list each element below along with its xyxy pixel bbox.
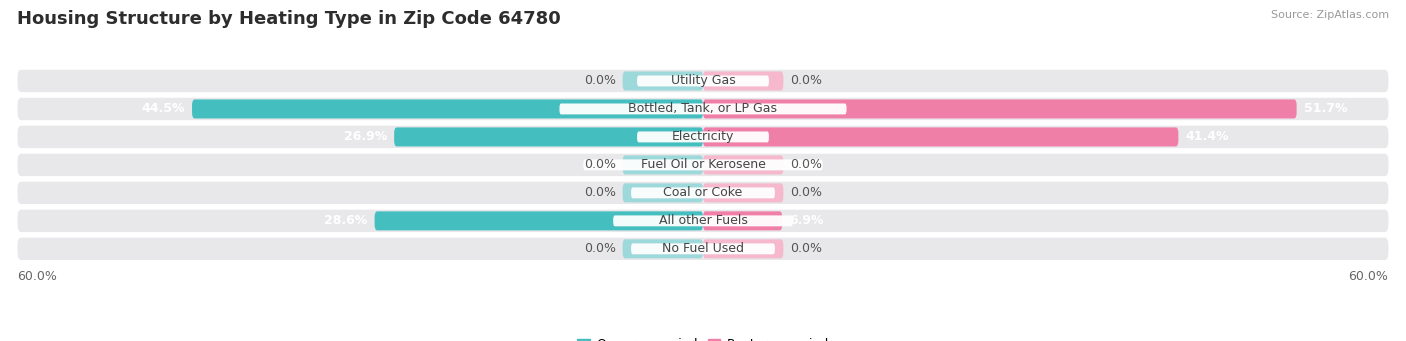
Text: 0.0%: 0.0% xyxy=(790,242,823,255)
Text: All other Fuels: All other Fuels xyxy=(658,214,748,227)
Text: 6.9%: 6.9% xyxy=(789,214,824,227)
FancyBboxPatch shape xyxy=(583,160,823,170)
FancyBboxPatch shape xyxy=(613,216,793,226)
Text: 0.0%: 0.0% xyxy=(583,159,616,172)
Text: 0.0%: 0.0% xyxy=(790,187,823,199)
FancyBboxPatch shape xyxy=(17,98,1389,120)
FancyBboxPatch shape xyxy=(623,239,703,258)
FancyBboxPatch shape xyxy=(703,155,783,174)
Legend: Owner-occupied, Renter-occupied: Owner-occupied, Renter-occupied xyxy=(572,333,834,341)
Text: Electricity: Electricity xyxy=(672,130,734,144)
Text: 0.0%: 0.0% xyxy=(583,242,616,255)
Text: 44.5%: 44.5% xyxy=(142,102,186,116)
FancyBboxPatch shape xyxy=(560,103,846,114)
Text: Coal or Coke: Coal or Coke xyxy=(664,187,742,199)
FancyBboxPatch shape xyxy=(17,154,1389,176)
FancyBboxPatch shape xyxy=(394,128,703,146)
Text: 60.0%: 60.0% xyxy=(17,270,58,283)
FancyBboxPatch shape xyxy=(623,183,703,203)
FancyBboxPatch shape xyxy=(703,72,783,90)
FancyBboxPatch shape xyxy=(193,100,703,118)
FancyBboxPatch shape xyxy=(631,243,775,254)
FancyBboxPatch shape xyxy=(17,238,1389,260)
FancyBboxPatch shape xyxy=(637,132,769,143)
Text: 41.4%: 41.4% xyxy=(1185,130,1229,144)
FancyBboxPatch shape xyxy=(703,239,783,258)
Text: Fuel Oil or Kerosene: Fuel Oil or Kerosene xyxy=(641,159,765,172)
Text: 0.0%: 0.0% xyxy=(583,74,616,87)
Text: Bottled, Tank, or LP Gas: Bottled, Tank, or LP Gas xyxy=(628,102,778,116)
FancyBboxPatch shape xyxy=(17,70,1389,92)
FancyBboxPatch shape xyxy=(623,72,703,90)
Text: Housing Structure by Heating Type in Zip Code 64780: Housing Structure by Heating Type in Zip… xyxy=(17,10,561,28)
FancyBboxPatch shape xyxy=(623,155,703,174)
FancyBboxPatch shape xyxy=(374,211,703,231)
Text: 60.0%: 60.0% xyxy=(1348,270,1389,283)
Text: Source: ZipAtlas.com: Source: ZipAtlas.com xyxy=(1271,10,1389,20)
FancyBboxPatch shape xyxy=(17,182,1389,204)
Text: 51.7%: 51.7% xyxy=(1303,102,1347,116)
FancyBboxPatch shape xyxy=(703,100,1296,118)
Text: 0.0%: 0.0% xyxy=(583,187,616,199)
Text: 26.9%: 26.9% xyxy=(344,130,387,144)
FancyBboxPatch shape xyxy=(703,183,783,203)
Text: Utility Gas: Utility Gas xyxy=(671,74,735,87)
Text: 28.6%: 28.6% xyxy=(325,214,368,227)
FancyBboxPatch shape xyxy=(703,211,782,231)
FancyBboxPatch shape xyxy=(703,128,1178,146)
Text: No Fuel Used: No Fuel Used xyxy=(662,242,744,255)
FancyBboxPatch shape xyxy=(637,75,769,86)
Text: 0.0%: 0.0% xyxy=(790,74,823,87)
FancyBboxPatch shape xyxy=(17,126,1389,148)
Text: 0.0%: 0.0% xyxy=(790,159,823,172)
FancyBboxPatch shape xyxy=(17,210,1389,232)
FancyBboxPatch shape xyxy=(631,188,775,198)
